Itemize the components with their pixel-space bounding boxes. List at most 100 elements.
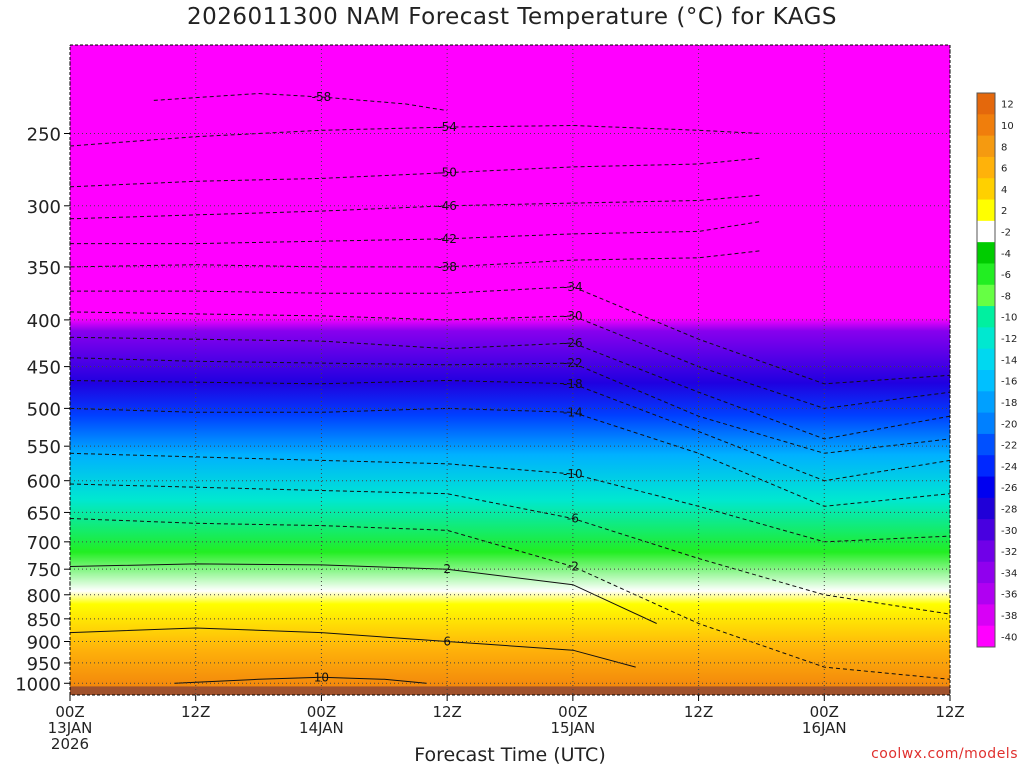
- colorbar-label: -18: [1001, 398, 1017, 409]
- contour-line: [70, 336, 950, 440]
- y-tick-label: 900: [27, 632, 61, 653]
- contour-line: [153, 92, 448, 112]
- contour-line: [70, 518, 950, 680]
- y-tick-label: 850: [27, 610, 61, 631]
- plot-area: [70, 45, 950, 695]
- colorbar-label: -2: [1001, 228, 1011, 239]
- colorbar-swatch: [977, 199, 995, 222]
- colorbar-label: -8: [1001, 291, 1011, 302]
- x-tick-label: 14JAN: [299, 719, 344, 737]
- contour-label: -50: [437, 166, 457, 180]
- x-tick-label: 13JAN: [48, 719, 93, 737]
- contour-line: [70, 627, 636, 668]
- colorbar-swatch: [977, 327, 995, 350]
- contour-line: [70, 563, 657, 624]
- contour-line: [70, 452, 950, 543]
- colorbar-swatch: [977, 93, 995, 115]
- contour-label: -22: [563, 356, 583, 370]
- colorbar-label: -14: [1001, 355, 1017, 366]
- colorbar-label: -40: [1001, 632, 1017, 643]
- temperature-field: [70, 45, 950, 695]
- x-tick-label: 12Z: [432, 703, 461, 721]
- colorbar-label: -16: [1001, 377, 1017, 388]
- colorbar-swatch: [977, 391, 995, 414]
- y-tick-label: 550: [27, 437, 61, 458]
- colorbar-swatch: [977, 370, 995, 392]
- colorbar-swatch: [977, 561, 995, 584]
- colorbar-swatch: [977, 625, 995, 648]
- contour-label: -14: [563, 405, 583, 419]
- colorbar-label: 4: [1001, 185, 1007, 196]
- y-tick-label: 600: [27, 472, 61, 493]
- contour-line: [70, 286, 950, 385]
- chart-title: 2026011300 NAM Forecast Temperature (°C)…: [186, 4, 838, 30]
- colorbar-swatch: [977, 519, 995, 541]
- colorbar-swatch: [977, 306, 995, 328]
- colorbar-swatch: [977, 263, 995, 286]
- colorbar-swatch: [977, 433, 995, 456]
- y-tick-label: 400: [27, 311, 61, 332]
- contour-label: -10: [563, 467, 583, 481]
- colorbar-frame: [976, 92, 996, 648]
- y-tick-label: 350: [27, 258, 61, 279]
- x-tick-label: 00Z: [810, 703, 839, 721]
- colorbar-label: 6: [1001, 164, 1007, 175]
- y-tick-label: 250: [27, 124, 61, 145]
- colorbar-label: -22: [1001, 441, 1017, 452]
- contour-label: -30: [563, 309, 583, 323]
- contour-label: -34: [563, 280, 583, 294]
- colorbar-swatch: [977, 604, 995, 627]
- colorbar-label: 12: [1001, 100, 1014, 111]
- colorbar-swatch: [977, 412, 995, 435]
- colorbar-swatch: [977, 284, 995, 307]
- watermark: coolwx.com/models: [871, 746, 1018, 762]
- x-tick-label: 12Z: [684, 703, 713, 721]
- colorbar-label: -6: [1001, 270, 1011, 281]
- x-tick-label: 16JAN: [802, 719, 847, 737]
- colorbar-swatch: [977, 348, 995, 371]
- colorbar-label: -26: [1001, 483, 1017, 494]
- colorbar-label: -4: [1001, 249, 1011, 260]
- colorbar-swatch: [977, 540, 995, 563]
- y-tick-label: 700: [27, 533, 61, 554]
- contour-label: -18: [563, 377, 583, 391]
- colorbar-label: -10: [1001, 313, 1017, 324]
- colorbar-swatch: [977, 583, 995, 605]
- colorbar-swatch: [977, 220, 995, 243]
- x-tick-label: 2026: [51, 735, 89, 753]
- y-tick-label: 650: [27, 503, 61, 524]
- contour-label: -54: [437, 120, 457, 134]
- colorbar-swatch: [977, 242, 995, 264]
- colorbar-label: 10: [1001, 121, 1014, 132]
- contour-label: -38: [437, 260, 457, 274]
- contour-label: -58: [312, 90, 332, 104]
- contour-line: [70, 124, 762, 147]
- y-tick-label: 450: [27, 358, 61, 379]
- colorbar-label: 8: [1001, 142, 1007, 153]
- colorbar-label: 2: [1001, 206, 1007, 217]
- contour-label: -42: [437, 232, 457, 246]
- contour-label: -2: [567, 560, 579, 574]
- x-tick-label: 00Z: [55, 703, 84, 721]
- colorbar-label: -20: [1001, 419, 1017, 430]
- colorbar-label: -28: [1001, 505, 1017, 516]
- x-tick-label: 00Z: [558, 703, 587, 721]
- x-axis-label: Forecast Time (UTC): [414, 744, 606, 766]
- colorbar-label: -38: [1001, 611, 1017, 622]
- colorbar-label: -12: [1001, 334, 1017, 345]
- x-tick-label: 15JAN: [550, 719, 595, 737]
- y-tick-label: 500: [27, 399, 61, 420]
- y-tick-label: 750: [27, 560, 61, 581]
- colorbar-swatch: [977, 178, 995, 201]
- x-tick-label: 12Z: [181, 703, 210, 721]
- plot-frame: [69, 44, 951, 696]
- colorbar-swatch: [977, 497, 995, 520]
- y-tick-label: 800: [27, 586, 61, 607]
- y-tick-label: 300: [27, 197, 61, 218]
- colorbar-swatch: [977, 114, 995, 137]
- contour-line: [70, 483, 950, 615]
- colorbar-swatch: [977, 156, 995, 179]
- y-tick-label: 950: [27, 654, 61, 675]
- colorbar-swatch: [977, 455, 995, 478]
